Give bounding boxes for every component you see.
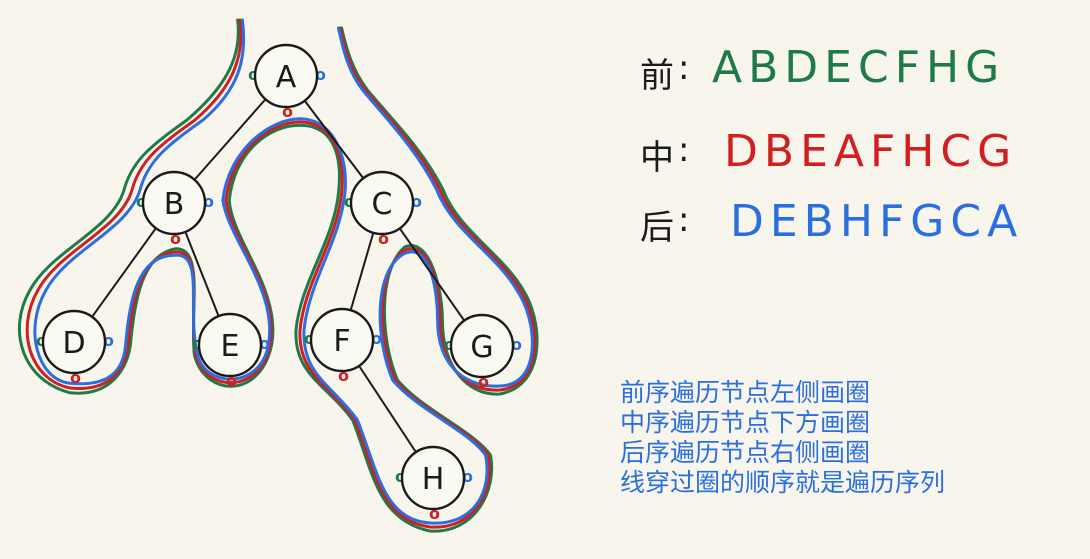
trace-in: [25, 18, 537, 529]
node-label: B: [164, 187, 185, 222]
note-line: 后序遍历节点右侧画圈: [620, 438, 871, 467]
node-circle: [41, 309, 107, 375]
tree-node-E: E: [197, 312, 263, 378]
tree-node-H: H: [400, 445, 466, 511]
inorder-label: 中: [640, 138, 674, 178]
tree-node-C: C: [349, 170, 415, 236]
node-label: C: [372, 187, 393, 222]
trace-post: [33, 18, 534, 525]
inorder-sequence: DBEAFHCG: [724, 126, 1018, 177]
tree-node-D: D: [41, 309, 107, 375]
visit-mark-pre-D: o: [36, 331, 47, 350]
visit-mark-pre-B: o: [136, 192, 147, 211]
colon-glyph: :: [678, 130, 690, 170]
visit-mark-pre-E: o: [192, 334, 203, 353]
visit-mark-pre-A: o: [248, 65, 259, 84]
tree-edge-C-G: [398, 227, 466, 322]
tree-node-A: A: [253, 43, 319, 109]
visit-mark-pre-F: o: [304, 329, 315, 348]
tree-edges: [91, 98, 466, 453]
tree-nodes: A B C D E F G H: [41, 43, 515, 511]
visit-mark-post-H: o: [462, 467, 473, 486]
preorder-label: 前: [640, 56, 674, 96]
visit-mark-in-A: o: [282, 102, 293, 121]
node-circle: [141, 170, 207, 236]
visit-mark-post-D: o: [103, 331, 114, 350]
traversal-marks: o o o o o o o o o o o o o o o o o o o o o o o o: [36, 65, 522, 523]
visit-mark-post-B: o: [203, 192, 214, 211]
tree-edge-B-E: [184, 231, 220, 317]
visit-mark-post-A: o: [315, 65, 326, 84]
node-label: H: [422, 462, 445, 497]
visit-mark-in-G: o: [478, 372, 489, 391]
visit-mark-in-H: o: [429, 504, 440, 523]
visit-mark-pre-H: o: [395, 467, 406, 486]
node-circle: [253, 43, 319, 109]
node-circle: [197, 312, 263, 378]
preorder-sequence: ABDECFHG: [712, 42, 1006, 93]
visit-mark-post-E: o: [259, 334, 270, 353]
visit-mark-in-F: o: [338, 366, 349, 385]
node-circle: [349, 170, 415, 236]
node-circle: [449, 313, 515, 379]
node-circle: [400, 445, 466, 511]
tree-edge-A-B: [193, 98, 267, 181]
traversal-traces: [17, 18, 539, 533]
note-line: 中序遍历节点下方画圈: [620, 408, 871, 437]
node-label: A: [276, 60, 297, 95]
tree-node-F: F: [309, 307, 375, 373]
colon-glyph: :: [678, 200, 690, 240]
visit-mark-post-C: o: [411, 192, 422, 211]
node-label: G: [470, 330, 493, 365]
visit-mark-in-C: o: [378, 229, 389, 248]
tree-node-G: G: [449, 313, 515, 379]
colon-glyph: :: [678, 48, 690, 88]
postorder-label: 后: [640, 208, 674, 248]
note-line: 线穿过圈的顺序就是遍历序列: [620, 468, 946, 497]
visit-mark-pre-G: o: [444, 335, 455, 354]
visit-mark-in-B: o: [170, 229, 181, 248]
visit-mark-in-E: o: [226, 371, 237, 390]
tree-edge-C-F: [349, 232, 375, 311]
trace-pre: [17, 18, 539, 533]
tree-edge-F-H: [358, 365, 417, 453]
node-circle: [309, 307, 375, 373]
node-label: D: [62, 326, 85, 361]
tree-node-B: B: [141, 170, 207, 236]
visit-mark-post-F: o: [371, 329, 382, 348]
node-label: F: [333, 324, 350, 359]
visit-mark-in-D: o: [70, 368, 81, 387]
postorder-sequence: DEBHFGCA: [730, 196, 1024, 247]
visit-mark-post-G: o: [511, 335, 522, 354]
tree-edge-A-C: [303, 100, 365, 179]
tree-edge-B-D: [91, 227, 157, 318]
notes-block: 前序遍历节点左侧画圈 中序遍历节点下方画圈 后序遍历节点右侧画圈 线穿过圈的顺序…: [620, 378, 945, 498]
node-label: E: [221, 329, 240, 364]
note-line: 前序遍历节点左侧画圈: [620, 378, 871, 407]
visit-mark-pre-C: o: [344, 192, 355, 211]
